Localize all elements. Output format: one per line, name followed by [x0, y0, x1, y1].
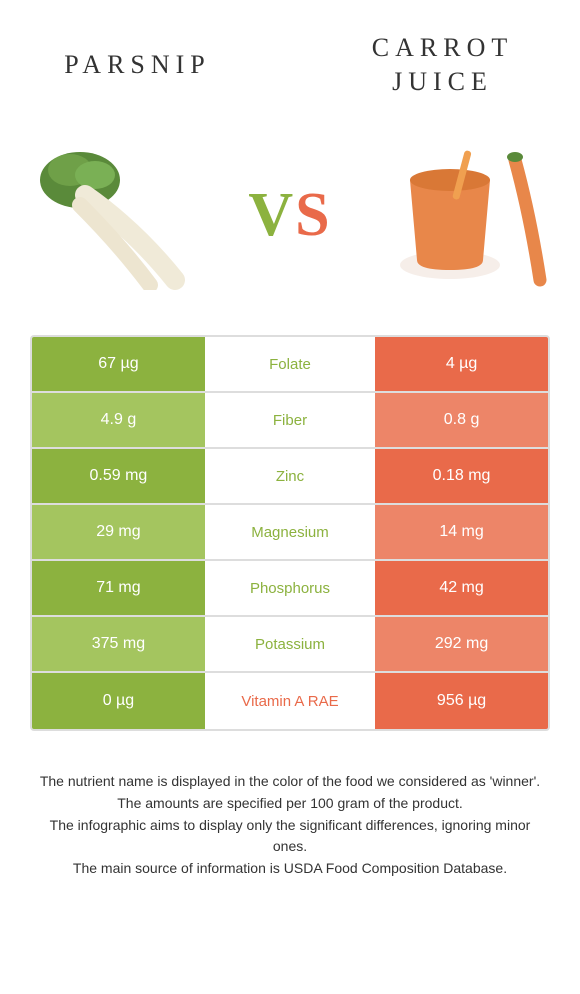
nutrient-right-value: 292 mg	[375, 617, 548, 671]
images-row: VS	[15, 120, 565, 310]
nutrient-name: Vitamin A RAE	[205, 673, 375, 729]
table-row: 29 mgMagnesium14 mg	[32, 505, 548, 561]
table-row: 67 µgFolate4 µg	[32, 337, 548, 393]
nutrient-left-value: 0.59 mg	[32, 449, 205, 503]
nutrient-name: Fiber	[205, 393, 375, 447]
nutrient-left-value: 71 mg	[32, 561, 205, 615]
nutrient-name: Magnesium	[205, 505, 375, 559]
nutrient-left-value: 67 µg	[32, 337, 205, 391]
nutrient-right-value: 14 mg	[375, 505, 548, 559]
footer-notes: The nutrient name is displayed in the co…	[15, 771, 565, 879]
nutrient-table: 67 µgFolate4 µg4.9 gFiber0.8 g0.59 mgZin…	[30, 335, 550, 731]
table-row: 0 µgVitamin A RAE956 µg	[32, 673, 548, 729]
nutrient-name: Zinc	[205, 449, 375, 503]
table-row: 0.59 mgZinc0.18 mg	[32, 449, 548, 505]
header-row: PARSNIP CARROT JUICE	[15, 20, 565, 110]
table-row: 4.9 gFiber0.8 g	[32, 393, 548, 449]
footer-line: The infographic aims to display only the…	[35, 815, 545, 857]
table-row: 71 mgPhosphorus42 mg	[32, 561, 548, 617]
table-row: 375 mgPotassium292 mg	[32, 617, 548, 673]
vs-label: VS	[248, 180, 331, 251]
nutrient-name: Potassium	[205, 617, 375, 671]
food-right-title: CARROT JUICE	[320, 31, 565, 99]
vs-v-letter: V	[248, 181, 295, 249]
nutrient-left-value: 29 mg	[32, 505, 205, 559]
food-left-title: PARSNIP	[15, 48, 260, 82]
nutrient-left-value: 0 µg	[32, 673, 205, 729]
footer-line: The nutrient name is displayed in the co…	[35, 771, 545, 792]
nutrient-name: Folate	[205, 337, 375, 391]
footer-line: The main source of information is USDA F…	[35, 858, 545, 879]
infographic-container: PARSNIP CARROT JUICE VS	[0, 0, 580, 994]
parsnip-image	[15, 135, 215, 295]
nutrient-name: Phosphorus	[205, 561, 375, 615]
footer-line: The amounts are specified per 100 gram o…	[35, 793, 545, 814]
nutrient-right-value: 956 µg	[375, 673, 548, 729]
nutrient-left-value: 375 mg	[32, 617, 205, 671]
nutrient-right-value: 42 mg	[375, 561, 548, 615]
nutrient-right-value: 0.8 g	[375, 393, 548, 447]
nutrient-right-value: 0.18 mg	[375, 449, 548, 503]
nutrient-left-value: 4.9 g	[32, 393, 205, 447]
nutrient-right-value: 4 µg	[375, 337, 548, 391]
carrot-juice-image	[365, 135, 565, 295]
vs-s-letter: S	[295, 181, 331, 249]
